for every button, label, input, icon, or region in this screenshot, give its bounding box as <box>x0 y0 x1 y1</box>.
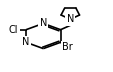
Text: N: N <box>66 14 73 24</box>
Text: N: N <box>22 37 29 47</box>
Text: Br: Br <box>61 42 72 52</box>
Text: Cl: Cl <box>9 25 18 35</box>
Text: N: N <box>39 18 47 28</box>
